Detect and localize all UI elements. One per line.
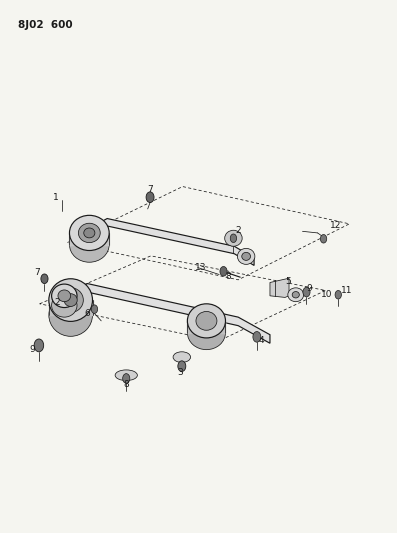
- Ellipse shape: [64, 294, 77, 306]
- Text: 7: 7: [34, 269, 40, 277]
- Ellipse shape: [187, 304, 225, 338]
- Ellipse shape: [52, 294, 77, 317]
- Circle shape: [335, 290, 341, 299]
- Ellipse shape: [69, 227, 109, 262]
- Text: 2: 2: [235, 226, 241, 235]
- Ellipse shape: [69, 215, 109, 251]
- Text: 6: 6: [85, 309, 91, 318]
- Text: 12: 12: [330, 222, 342, 230]
- Ellipse shape: [58, 288, 83, 312]
- Ellipse shape: [84, 228, 95, 238]
- Circle shape: [41, 274, 48, 284]
- Ellipse shape: [52, 284, 77, 308]
- Ellipse shape: [225, 230, 242, 246]
- Polygon shape: [187, 321, 225, 333]
- Circle shape: [303, 287, 310, 297]
- Circle shape: [230, 234, 237, 243]
- Circle shape: [178, 361, 186, 372]
- Polygon shape: [52, 296, 77, 305]
- Text: 2: 2: [55, 298, 60, 307]
- Polygon shape: [67, 284, 270, 343]
- Ellipse shape: [242, 253, 251, 260]
- Circle shape: [253, 332, 261, 342]
- Circle shape: [123, 374, 130, 383]
- Ellipse shape: [49, 294, 93, 336]
- Text: 13: 13: [195, 263, 207, 272]
- Ellipse shape: [288, 288, 304, 302]
- Text: 9: 9: [306, 285, 312, 293]
- Text: 4: 4: [259, 336, 264, 344]
- Text: 7: 7: [147, 185, 153, 193]
- Ellipse shape: [173, 352, 191, 362]
- Ellipse shape: [196, 311, 217, 330]
- Ellipse shape: [58, 290, 71, 302]
- Text: 10: 10: [321, 290, 332, 298]
- Ellipse shape: [49, 279, 93, 321]
- Circle shape: [34, 339, 44, 352]
- Ellipse shape: [187, 316, 225, 350]
- Polygon shape: [49, 300, 93, 315]
- Text: 9: 9: [29, 345, 35, 353]
- Ellipse shape: [237, 248, 255, 264]
- Text: 5: 5: [285, 277, 291, 286]
- Text: 11: 11: [341, 286, 352, 295]
- Circle shape: [91, 305, 98, 313]
- Text: 8: 8: [225, 272, 231, 280]
- Text: 8J02  600: 8J02 600: [18, 20, 73, 30]
- Text: 3: 3: [178, 368, 183, 376]
- Circle shape: [320, 235, 327, 243]
- Polygon shape: [87, 219, 254, 265]
- Ellipse shape: [292, 292, 299, 298]
- Ellipse shape: [115, 370, 137, 381]
- Text: 1: 1: [53, 193, 59, 201]
- Circle shape: [220, 266, 227, 276]
- Text: 8: 8: [123, 381, 129, 389]
- Polygon shape: [69, 233, 109, 245]
- Polygon shape: [270, 278, 289, 297]
- Circle shape: [146, 192, 154, 203]
- Ellipse shape: [78, 223, 100, 243]
